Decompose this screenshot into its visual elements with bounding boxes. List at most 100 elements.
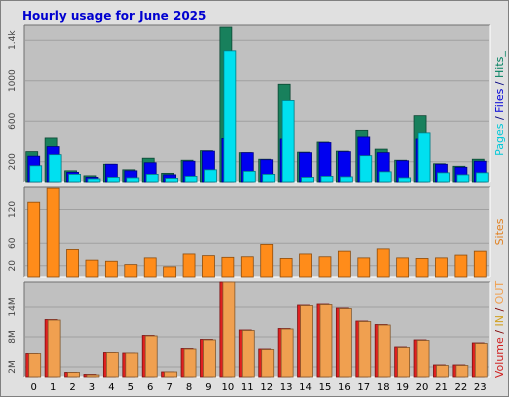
bar-sites-19	[396, 257, 410, 278]
bar-sites-7	[163, 266, 177, 278]
bar-sites-1	[46, 187, 60, 278]
bar-pages-14	[301, 177, 314, 183]
bar-pages-10	[223, 50, 237, 183]
panel-0: 200 600 1000 1.4k Pages / Files / Hits_	[8, 24, 506, 183]
bar-pages-3	[87, 178, 101, 183]
legend-entry: /	[493, 78, 506, 89]
chart-title: Hourly usage for June 2025	[22, 9, 207, 23]
bar-out-3	[86, 374, 100, 378]
bar-pages-0	[29, 165, 43, 183]
x-tick-label: 9	[205, 382, 211, 393]
bar-out-23	[474, 343, 488, 378]
x-tick-label: 10	[222, 382, 235, 393]
bar-pages-11	[242, 170, 256, 183]
bar-sites-12	[260, 243, 274, 278]
y-tick-label: 2M	[8, 360, 18, 374]
bar-out-14	[300, 305, 313, 378]
panel-1: 20 60 120 Sites	[8, 186, 506, 278]
bar-sites-16	[337, 250, 351, 278]
legend-entry: Pages	[493, 123, 506, 156]
bar-pages-18	[378, 171, 392, 183]
legend-entry: /	[493, 304, 506, 315]
bar-out-20	[416, 340, 430, 378]
bar-out-2	[67, 372, 80, 378]
legend-entry: Volume	[493, 337, 506, 378]
legend-entry: /	[493, 327, 506, 338]
bar-out-15	[319, 304, 333, 378]
x-tick-label: 16	[338, 382, 351, 393]
bar-sites-13	[279, 258, 293, 278]
legend-panel-0: Pages / Files / Hits_	[493, 51, 506, 156]
x-tick-label: 11	[241, 382, 254, 393]
x-tick-label: 8	[186, 382, 192, 393]
x-tick-label: 3	[89, 382, 95, 393]
bar-pages-8	[184, 176, 198, 183]
y-tick-label: 120	[8, 201, 18, 218]
bar-out-11	[241, 330, 255, 378]
x-tick-label: 20	[416, 382, 429, 393]
y-tick-label: 14M	[8, 297, 18, 316]
bar-out-4	[105, 352, 119, 378]
bar-pages-4	[106, 177, 120, 183]
y-tick-label: 8M	[8, 330, 18, 344]
bar-out-10	[222, 281, 236, 378]
x-tick-label: 1	[50, 382, 56, 393]
bar-sites-3	[85, 259, 99, 278]
x-tick-label: 21	[435, 382, 448, 393]
y-tick-label: 20	[8, 260, 18, 272]
bar-out-6	[144, 335, 158, 378]
bar-pages-13	[281, 100, 295, 183]
bar-out-13	[280, 328, 294, 378]
x-tick-label: 4	[108, 382, 114, 393]
x-tick-label: 18	[377, 382, 390, 393]
bar-sites-15	[318, 256, 332, 278]
bar-pages-5	[126, 177, 140, 183]
bar-sites-14	[299, 253, 312, 278]
bar-pages-23	[475, 172, 489, 183]
bar-out-7	[164, 371, 178, 378]
bar-sites-10	[221, 256, 235, 278]
bar-out-0	[28, 353, 42, 378]
x-tick-label: 0	[31, 382, 37, 393]
legend-entry: _	[493, 51, 506, 58]
plot-area	[24, 282, 490, 377]
bar-pages-2	[68, 174, 81, 183]
bar-out-16	[338, 308, 352, 378]
legend-entry: Hits	[493, 56, 506, 78]
bar-out-18	[377, 324, 391, 378]
bar-pages-21	[437, 172, 450, 183]
bar-out-17	[358, 321, 372, 378]
y-tick-label: 60	[8, 237, 18, 249]
legend-entry: /	[493, 113, 506, 124]
x-tick-label: 6	[147, 382, 153, 393]
y-tick-label: 1.4k	[8, 30, 18, 50]
x-tick-label: 23	[474, 382, 487, 393]
y-tick-label: 600	[8, 112, 18, 129]
y-tick-label: 200	[8, 153, 18, 170]
bar-pages-12	[262, 174, 276, 183]
bar-sites-21	[435, 257, 448, 278]
legend-entry: Files	[493, 88, 506, 112]
x-tick-label: 19	[396, 382, 409, 393]
bar-pages-9	[204, 169, 217, 183]
bar-sites-23	[473, 250, 487, 278]
bar-pages-16	[339, 176, 353, 183]
bar-pages-15	[320, 176, 334, 183]
bar-sites-8	[182, 253, 196, 278]
bar-pages-19	[398, 177, 412, 183]
bar-out-9	[203, 339, 216, 378]
bar-pages-17	[359, 155, 373, 183]
x-tick-label: 14	[299, 382, 312, 393]
bar-sites-17	[357, 257, 371, 278]
x-tick-label: 15	[319, 382, 332, 393]
bar-sites-9	[202, 255, 215, 278]
bar-out-12	[261, 349, 275, 378]
bar-out-5	[125, 352, 139, 378]
bar-out-19	[397, 347, 411, 378]
x-tick-label: 22	[455, 382, 468, 393]
bar-sites-2	[66, 249, 79, 278]
legend-panel-1: Sites	[493, 218, 506, 245]
bar-pages-22	[456, 174, 470, 183]
x-tick-label: 7	[166, 382, 172, 393]
